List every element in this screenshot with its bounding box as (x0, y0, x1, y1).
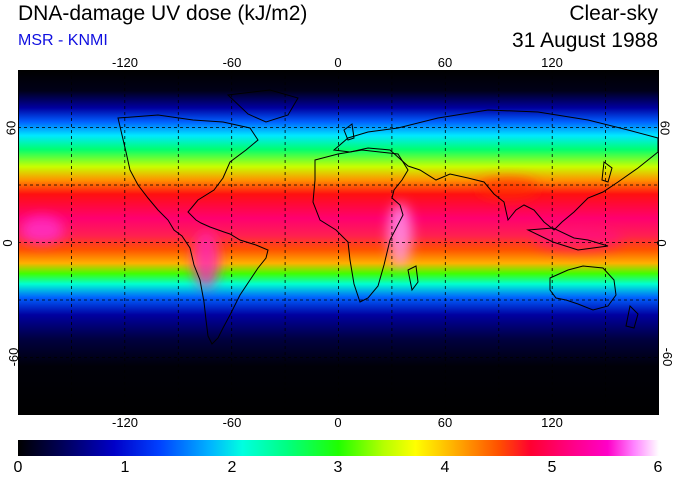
lon-tick-bottom: -120 (111, 415, 139, 430)
uv-hotspots (20, 178, 623, 288)
colorbar-label: 1 (120, 459, 130, 476)
sky-condition: Clear-sky (569, 2, 658, 25)
map-date: 31 August 1988 (512, 29, 658, 52)
lon-tick-top: -60 (222, 55, 242, 70)
lat-tick-right: 0 (654, 239, 670, 247)
colorbar-label: 3 (333, 459, 343, 476)
lat-tick-left: 0 (0, 239, 16, 247)
lat-tick-left: -60 (5, 347, 21, 367)
lat-tick-left: 60 (3, 120, 19, 136)
colorbar-label: 5 (547, 459, 557, 476)
colorbar-label: 4 (440, 459, 450, 476)
colorbar-label: 0 (13, 459, 23, 476)
colorbar-label: 2 (227, 459, 237, 476)
coastlines (117, 89, 659, 345)
lon-tick-bottom: -60 (222, 415, 242, 430)
lon-tick-top: 0 (334, 55, 342, 70)
lon-tick-bottom: 120 (541, 415, 563, 430)
lon-tick-bottom: 60 (437, 415, 453, 430)
graticule (18, 70, 659, 415)
data-source: MSR - KNMI (18, 32, 108, 49)
lon-tick-top: 120 (541, 55, 563, 70)
lat-tick-right: -60 (659, 347, 675, 367)
lon-tick-top: 60 (437, 55, 453, 70)
uv-dose-map (18, 70, 659, 415)
lon-tick-top: -120 (111, 55, 139, 70)
lon-tick-bottom: 0 (334, 415, 342, 430)
colorbar (18, 440, 659, 456)
colorbar-label: 6 (653, 459, 663, 476)
lat-tick-right: 60 (657, 120, 673, 136)
map-title: DNA-damage UV dose (kJ/m2) (18, 2, 308, 25)
